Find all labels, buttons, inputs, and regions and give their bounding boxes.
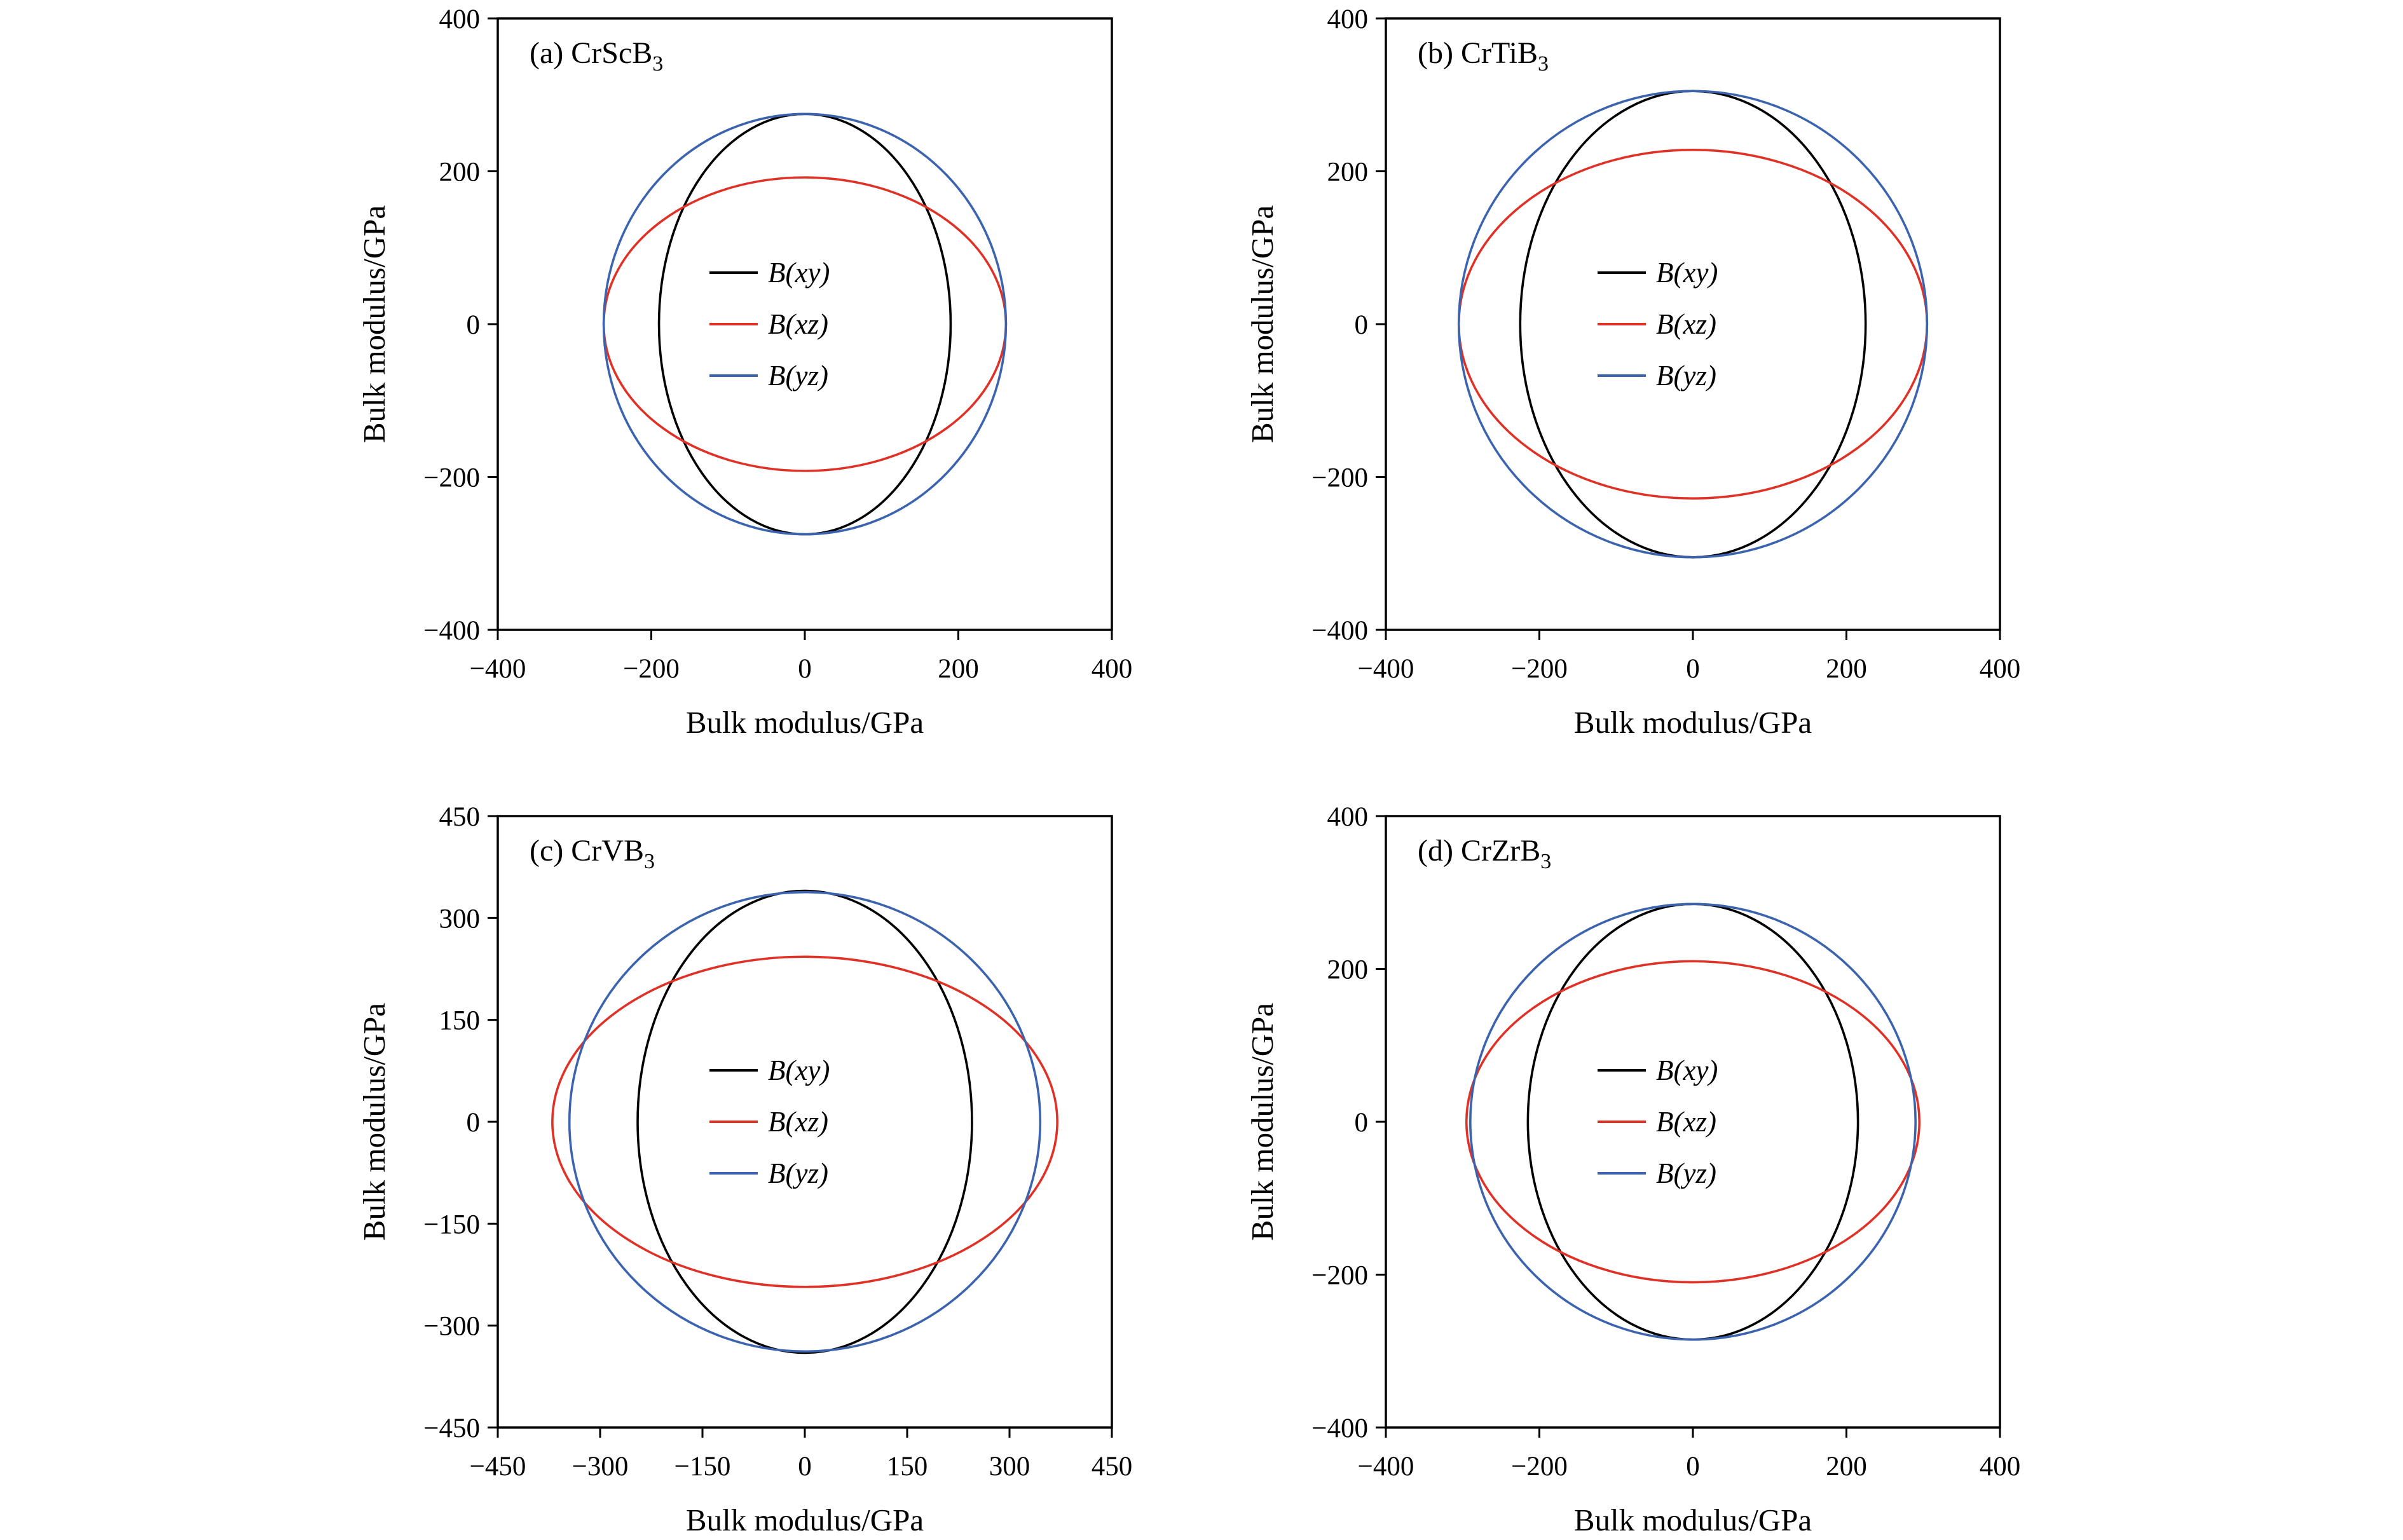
y-tick-label: 400 (1327, 802, 1369, 832)
legend-label: B(xz) (768, 308, 828, 340)
legend-label: B(xz) (768, 1106, 828, 1138)
x-tick-label: 450 (1092, 1452, 1133, 1482)
x-tick-label: −150 (674, 1452, 731, 1482)
y-tick-label: −300 (423, 1312, 480, 1342)
x-axis-label: Bulk modulus/GPa (1574, 1503, 1812, 1537)
y-axis-label: Bulk modulus/GPa (1245, 1003, 1280, 1241)
y-tick-label: −400 (1311, 616, 1368, 646)
x-tick-label: 0 (798, 1452, 812, 1482)
x-tick-label: 300 (989, 1452, 1030, 1482)
legend-label: B(xy) (1656, 257, 1718, 289)
y-tick-label: 0 (1355, 1108, 1369, 1138)
y-axis-label: Bulk modulus/GPa (1245, 205, 1280, 444)
y-tick-label: 0 (467, 310, 481, 340)
x-tick-label: 150 (887, 1452, 928, 1482)
y-tick-label: 400 (439, 4, 481, 34)
x-tick-label: −450 (470, 1452, 526, 1482)
x-tick-label: 400 (1092, 654, 1133, 684)
legend-label: B(xy) (768, 257, 830, 289)
x-tick-label: 400 (1980, 1452, 2021, 1482)
x-axis-label: Bulk modulus/GPa (1574, 705, 1812, 740)
x-tick-label: −300 (572, 1452, 629, 1482)
panel-title: (d) CrZrB3 (1418, 834, 1551, 873)
y-axis-label: Bulk modulus/GPa (357, 1003, 392, 1241)
y-tick-label: 150 (439, 1006, 481, 1036)
legend-label: B(yz) (768, 360, 828, 392)
series-curve-B(yz) (602, 112, 1008, 536)
series-curve-B(xz) (1465, 960, 1921, 1284)
x-tick-label: 200 (1826, 654, 1867, 684)
x-tick-label: −400 (470, 654, 526, 684)
y-tick-label: −200 (1311, 463, 1368, 493)
panel-c: −450 −300 −150 0 150 300 450 −450 −300 −150 0 150 30… (357, 802, 1132, 1537)
panel-title-subscript: 3 (1540, 850, 1551, 873)
legend-label: B(xz) (1656, 1106, 1716, 1138)
x-tick-label: −400 (1358, 654, 1414, 684)
series-curve-B(yz) (568, 890, 1042, 1353)
y-tick-label: 300 (439, 904, 481, 934)
x-tick-label: −200 (1511, 1452, 1568, 1482)
panel-a: −400 −200 0 200 400 −400 −200 0 200 400 Bulk modul… (357, 4, 1132, 740)
panel-title-subscript: 3 (644, 850, 655, 873)
y-axis-label: Bulk modulus/GPa (357, 205, 392, 444)
y-tick-label: −150 (423, 1210, 480, 1239)
legend-label: B(yz) (1656, 360, 1716, 392)
x-tick-label: 0 (798, 654, 812, 684)
y-tick-label: 400 (1327, 4, 1369, 34)
y-tick-label: −450 (423, 1414, 480, 1443)
y-tick-label: 200 (1327, 158, 1369, 187)
y-tick-label: 0 (1355, 310, 1369, 340)
x-tick-label: 0 (1686, 1452, 1700, 1482)
panel-title-subscript: 3 (1538, 52, 1549, 76)
legend-label: B(xz) (1656, 308, 1716, 340)
legend-label: B(xy) (768, 1054, 830, 1086)
y-tick-label: −400 (423, 616, 480, 646)
panel-title: (a) CrScB3 (530, 36, 663, 76)
x-tick-label: 200 (938, 654, 979, 684)
panel-d: −400 −200 0 200 400 −400 −200 0 200 400 Bulk modul… (1245, 802, 2020, 1537)
y-tick-label: 200 (1327, 955, 1369, 985)
panel-title: (c) CrVB3 (530, 834, 655, 873)
y-tick-label: −400 (1311, 1414, 1368, 1443)
x-tick-label: −200 (1511, 654, 1568, 684)
y-tick-label: 450 (439, 802, 481, 832)
y-tick-label: 200 (439, 158, 481, 187)
series-curve-B(yz) (1469, 903, 1917, 1341)
panel-title-subscript: 3 (652, 52, 663, 76)
legend-label: B(yz) (1656, 1157, 1716, 1189)
series-curve-B(xz) (551, 955, 1058, 1288)
x-tick-label: 200 (1826, 1452, 1867, 1482)
legend-label: B(xy) (1656, 1054, 1718, 1086)
panel-title: (b) CrTiB3 (1418, 36, 1549, 76)
y-tick-label: 0 (467, 1108, 481, 1138)
x-axis-label: Bulk modulus/GPa (686, 1503, 924, 1537)
y-tick-label: −200 (1311, 1261, 1368, 1291)
x-axis-label: Bulk modulus/GPa (686, 705, 924, 740)
y-tick-label: −200 (423, 463, 480, 493)
legend-label: B(yz) (768, 1157, 828, 1189)
x-tick-label: 0 (1686, 654, 1700, 684)
series-curve-B(yz) (1457, 90, 1929, 559)
x-tick-label: 400 (1980, 654, 2021, 684)
series-curve-B(xy) (636, 889, 973, 1354)
x-tick-label: −400 (1358, 1452, 1414, 1482)
x-tick-label: −200 (623, 654, 680, 684)
panel-b: −400 −200 0 200 400 −400 −200 0 200 400 Bulk modul… (1245, 4, 2020, 740)
